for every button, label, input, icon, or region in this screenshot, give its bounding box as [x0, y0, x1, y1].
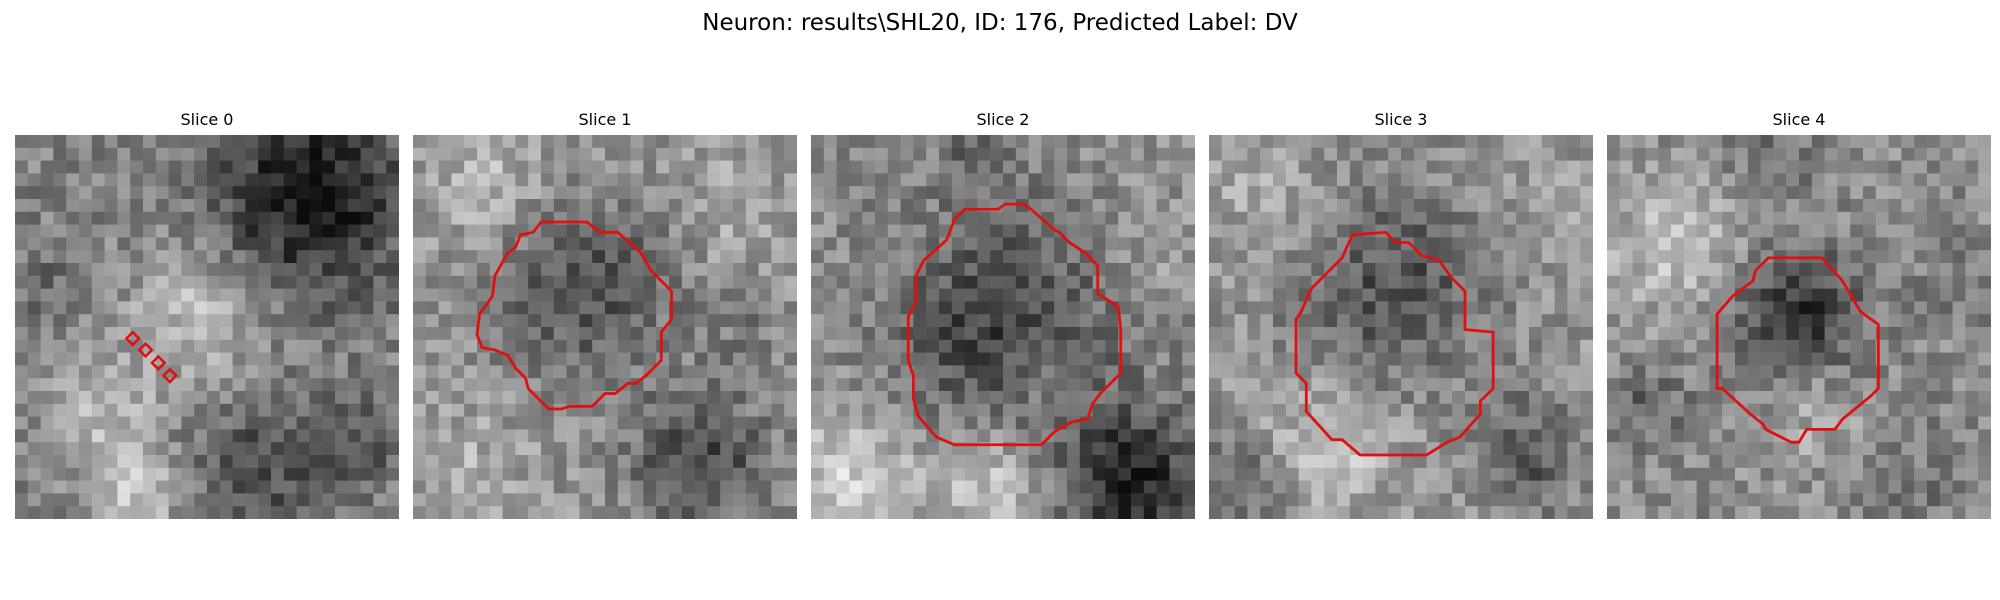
- slice-title: Slice 3: [1374, 110, 1428, 129]
- slice-image: [413, 135, 797, 519]
- roi-contour: [1294, 230, 1495, 457]
- point-marker: [137, 341, 154, 359]
- figure-title: Neuron: results\SHL20, ID: 176, Predicte…: [702, 10, 1298, 36]
- point-marker: [161, 367, 179, 384]
- roi-contour: [475, 220, 673, 411]
- slice-image: [811, 135, 1195, 519]
- roi-contour: [906, 202, 1123, 447]
- slice-title: Slice 1: [578, 110, 632, 129]
- slice-title: Slice 0: [180, 110, 234, 129]
- slice-image: [15, 135, 399, 519]
- slice-title: Slice 2: [976, 110, 1030, 129]
- point-marker: [150, 354, 167, 371]
- roi-contour: [1715, 256, 1880, 444]
- slice-image: [1607, 135, 1991, 519]
- point-marker: [124, 330, 141, 347]
- slice-image: [1209, 135, 1593, 519]
- slice-title: Slice 4: [1772, 110, 1826, 129]
